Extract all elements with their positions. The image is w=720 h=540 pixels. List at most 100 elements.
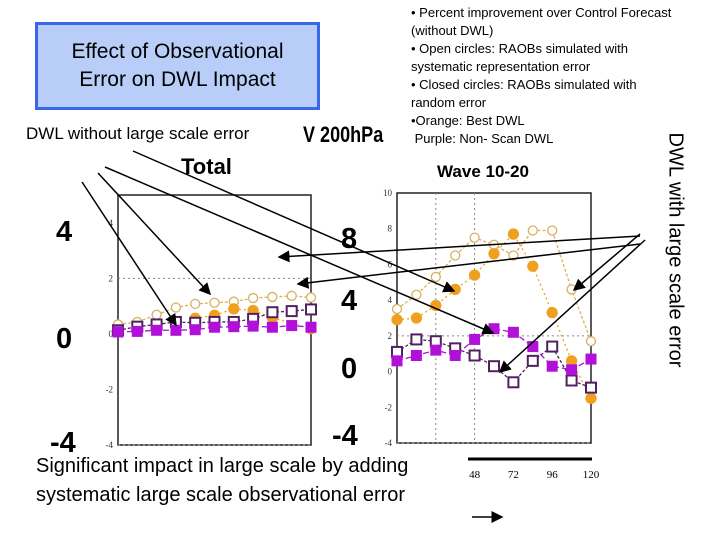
data-point-orange_open: [391, 303, 403, 315]
chart-title-wave: Wave 10-20: [437, 162, 529, 181]
data-point-orange_open: [430, 271, 441, 283]
arrow: [296, 243, 641, 289]
data-point-purple_open: [546, 340, 559, 353]
data-point-purple_filled: [546, 360, 558, 372]
data-point-orange_filled: [527, 260, 539, 272]
note-line: • Closed circles: RAOBs simulated with: [411, 77, 637, 92]
data-point-orange_open: [267, 291, 278, 303]
y-tick-label: 2: [388, 331, 393, 341]
data-point-orange_open: [305, 292, 317, 303]
data-point-orange_filled: [410, 312, 423, 324]
arrow: [277, 235, 641, 263]
note-line: (without DWL): [411, 23, 494, 38]
data-point-orange_open: [411, 289, 422, 300]
data-point-purple_open: [410, 333, 423, 346]
data-point-purple_filled: [286, 320, 298, 332]
data-point-purple_filled: [305, 321, 317, 333]
data-point-purple_filled: [228, 321, 240, 333]
data-point-orange_open: [469, 232, 480, 243]
x-tick-label: 72: [508, 469, 519, 481]
left-annotation: DWL without large scale error: [26, 124, 250, 143]
y-tick-label: 6: [388, 259, 393, 269]
y-tick-label: 0: [109, 329, 114, 339]
plot-frame: [396, 192, 592, 444]
data-point-orange_open: [585, 336, 597, 347]
data-point-purple_open: [285, 305, 298, 318]
variable-label: V 200hPa: [303, 122, 384, 147]
data-point-orange_open: [508, 250, 519, 261]
note-line: • Open circles: RAOBs simulated with: [411, 41, 628, 56]
x-tick-label: 48: [469, 469, 481, 481]
data-point-purple_filled: [410, 350, 422, 361]
data-point-purple_open: [305, 303, 317, 316]
arrow: [132, 150, 456, 293]
legend-notes: • Percent improvement over Control Forec…: [411, 4, 711, 148]
data-point-purple_filled: [189, 324, 201, 336]
data-point-purple_open: [266, 306, 279, 319]
data-point-purple_filled: [391, 355, 403, 367]
data-point-purple_open: [507, 376, 520, 389]
data-point-purple_filled: [170, 324, 182, 336]
arrow: [572, 233, 641, 291]
note-line: •Orange: Best DWL: [411, 113, 525, 128]
data-point-orange_filled: [507, 228, 520, 240]
series-line-purple_filled: [117, 324, 312, 333]
arrow: [104, 166, 495, 335]
data-point-purple_filled: [449, 350, 461, 361]
series-line-purple_filled: [396, 328, 592, 371]
big-label: 4: [341, 285, 358, 317]
data-point-purple_filled: [585, 353, 597, 365]
note-line: systematic representation error: [411, 59, 591, 74]
data-point-purple_filled: [209, 321, 220, 333]
y-tick-label: 4: [109, 218, 114, 228]
big-label: 0: [341, 353, 358, 385]
y-tick-label: -4: [385, 438, 393, 448]
data-point-orange_open: [450, 250, 461, 261]
data-point-orange_open: [209, 297, 220, 308]
y-tick-label: 0: [388, 367, 393, 377]
data-point-purple_filled: [507, 326, 519, 338]
data-point-purple_filled: [151, 324, 163, 336]
arrow: [97, 172, 212, 296]
big-label: -4: [50, 427, 76, 459]
x-tick-label: 96: [547, 469, 559, 481]
data-point-orange_open: [170, 302, 182, 313]
note-line: • Percent improvement over Control Forec…: [411, 5, 672, 20]
y-tick-label: -2: [385, 402, 393, 412]
data-point-orange_filled: [546, 306, 558, 319]
data-point-purple_open: [468, 349, 481, 362]
data-point-orange_open: [151, 309, 162, 320]
data-point-orange_open: [547, 225, 558, 236]
data-point-purple_filled: [469, 333, 481, 345]
y-tick-label: 4: [388, 295, 393, 305]
data-point-orange_open: [527, 225, 538, 236]
data-point-purple_open: [585, 381, 597, 394]
data-point-orange_filled: [391, 314, 403, 326]
big-label: 4: [56, 216, 73, 248]
y-tick-label: 8: [388, 224, 393, 234]
data-point-orange_open: [190, 298, 201, 310]
data-point-orange_filled: [468, 269, 481, 281]
data-point-purple_open: [565, 374, 578, 387]
arrow: [498, 239, 646, 374]
data-point-purple_filled: [247, 320, 259, 332]
data-point-purple_filled: [112, 326, 124, 338]
x-tick-label: 120: [583, 469, 600, 481]
data-point-purple_filled: [131, 325, 143, 337]
y-tick-label: -4: [106, 440, 114, 450]
y-tick-label: 10: [383, 188, 393, 198]
arrow: [81, 181, 177, 327]
data-point-purple_open: [488, 360, 500, 373]
data-point-purple_open: [526, 354, 539, 367]
data-point-purple_filled: [266, 321, 278, 333]
note-line: random error: [411, 95, 487, 110]
big-label: 0: [56, 323, 73, 355]
data-point-purple_filled: [430, 344, 442, 356]
y-tick-label: -2: [106, 384, 114, 394]
data-point-purple_filled: [566, 364, 578, 376]
conclusion-text: Significant impact in large scale by add…: [36, 455, 409, 506]
data-point-orange_filled: [228, 303, 240, 315]
data-point-orange_open: [286, 290, 297, 301]
